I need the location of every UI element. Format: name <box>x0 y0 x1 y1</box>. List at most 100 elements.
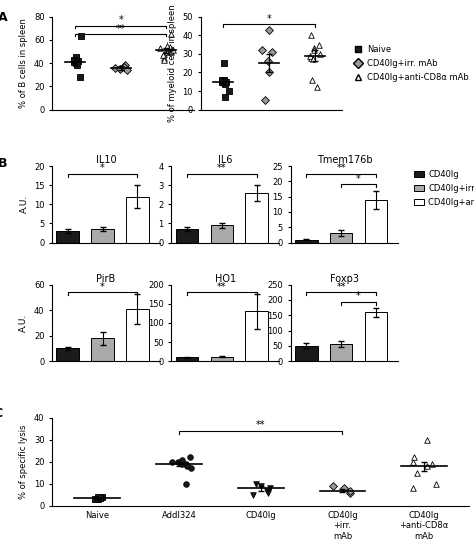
Point <box>310 44 318 53</box>
Bar <box>365 200 387 242</box>
Point <box>268 48 276 57</box>
Point <box>249 490 257 499</box>
Point <box>179 455 186 464</box>
Bar <box>126 309 149 361</box>
Y-axis label: % of B cells in spleen: % of B cells in spleen <box>19 18 28 108</box>
Point <box>163 47 171 56</box>
Bar <box>56 231 79 242</box>
Point <box>182 460 190 469</box>
Point <box>91 495 99 504</box>
Bar <box>246 311 268 361</box>
Point <box>94 495 102 504</box>
Title: Tmem176b: Tmem176b <box>317 155 373 165</box>
Point <box>225 87 233 96</box>
Point <box>221 92 229 101</box>
Point <box>257 481 265 490</box>
Text: **: ** <box>337 163 346 173</box>
Point <box>306 51 314 60</box>
Bar <box>91 338 114 361</box>
Bar <box>176 229 198 242</box>
Point <box>70 55 78 64</box>
Point <box>160 49 167 58</box>
Point <box>222 77 230 86</box>
Text: *: * <box>356 291 361 301</box>
Point <box>219 77 226 86</box>
Text: *: * <box>356 173 361 183</box>
Point <box>432 479 439 488</box>
Point <box>73 61 81 70</box>
Y-axis label: % of specific lysis: % of specific lysis <box>19 425 28 499</box>
Point <box>73 54 80 63</box>
Point <box>121 61 128 70</box>
Point <box>307 31 315 39</box>
Title: Foxp3: Foxp3 <box>330 274 359 284</box>
Point <box>182 479 190 488</box>
Point <box>410 484 417 493</box>
Y-axis label: A.U.: A.U. <box>19 195 28 214</box>
Text: *: * <box>267 13 272 23</box>
Point <box>308 76 315 85</box>
Title: IL10: IL10 <box>96 155 116 165</box>
Point <box>72 53 79 62</box>
Title: PirB: PirB <box>96 274 116 284</box>
Legend: CD40lg, CD40lg+irr.mAb, CD40lg+anti-CD8α mAb: CD40lg, CD40lg+irr.mAb, CD40lg+anti-CD8α… <box>414 170 474 207</box>
Bar <box>246 193 268 242</box>
Point <box>266 484 273 493</box>
Point <box>264 486 271 495</box>
Text: C: C <box>0 407 3 420</box>
Point <box>183 462 191 471</box>
Point <box>168 47 175 56</box>
Point <box>96 494 103 503</box>
Bar <box>365 312 387 361</box>
Point <box>163 41 170 50</box>
Point <box>160 55 168 64</box>
Point <box>156 43 164 52</box>
Y-axis label: % of myeloid cells in spleen: % of myeloid cells in spleen <box>168 4 177 122</box>
Point <box>264 488 272 497</box>
Point <box>74 56 82 65</box>
Point <box>265 68 273 77</box>
Title: HO1: HO1 <box>215 274 236 284</box>
Bar <box>176 358 198 361</box>
Point <box>309 55 316 64</box>
Text: **: ** <box>217 281 227 291</box>
Bar <box>91 229 114 242</box>
Point <box>166 42 174 51</box>
Title: IL6: IL6 <box>218 155 233 165</box>
Text: B: B <box>0 157 8 170</box>
Bar <box>330 234 352 242</box>
Bar <box>295 240 318 242</box>
Bar <box>56 349 79 361</box>
Point <box>77 73 84 82</box>
Point <box>423 462 431 471</box>
Point <box>72 59 80 68</box>
Bar <box>126 197 149 242</box>
Point <box>120 62 128 71</box>
Point <box>265 25 273 34</box>
Point <box>346 488 354 497</box>
Point <box>428 460 436 469</box>
Bar <box>210 225 233 242</box>
Point <box>159 51 166 59</box>
Point <box>70 57 78 66</box>
Point <box>310 46 318 54</box>
Text: *: * <box>100 281 105 291</box>
Point <box>221 79 228 88</box>
Point <box>329 481 337 490</box>
Point <box>316 49 323 58</box>
Point <box>178 460 185 469</box>
Point <box>169 458 176 466</box>
Text: **: ** <box>337 281 346 291</box>
Point <box>340 484 347 493</box>
Point <box>163 44 170 53</box>
Text: **: ** <box>217 163 227 173</box>
Point <box>413 468 421 477</box>
Point <box>169 46 176 55</box>
Point <box>187 464 194 473</box>
Bar <box>330 344 352 361</box>
Point <box>259 46 266 54</box>
Point <box>220 76 228 85</box>
Point <box>160 54 168 63</box>
Point <box>78 32 85 41</box>
Legend: Naive, CD40lg+irr. mAb, CD40lg+anti-CD8α mAb: Naive, CD40lg+irr. mAb, CD40lg+anti-CD8α… <box>353 44 469 82</box>
